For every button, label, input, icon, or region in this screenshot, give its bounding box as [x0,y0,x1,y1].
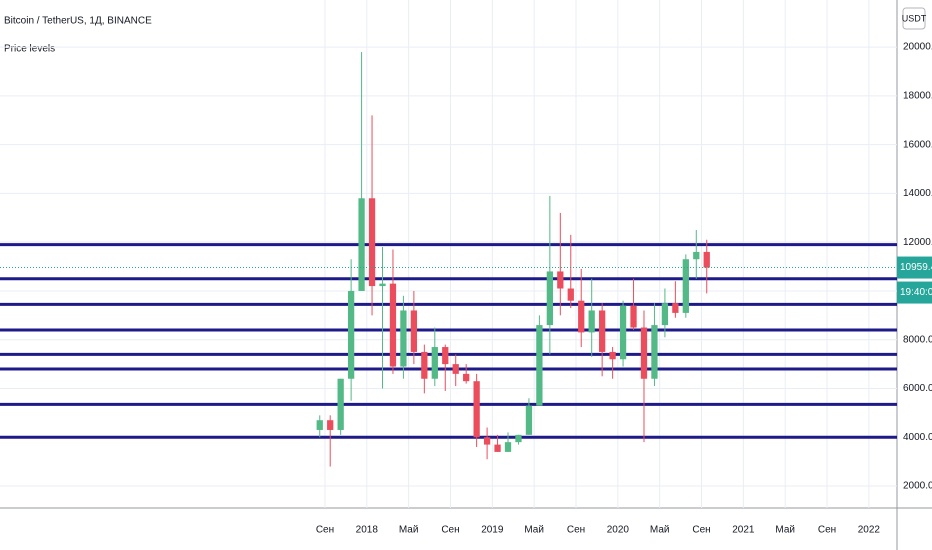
candle-body [651,325,658,379]
candle-body [578,300,585,333]
x-tick-label: Май [775,525,795,536]
x-tick-label: Май [650,525,670,536]
candle-body [525,405,533,435]
x-tick-label: 2019 [481,525,504,536]
candle-body [661,303,669,326]
candle-body [599,310,606,352]
candle-body [327,420,334,430]
candle-body [473,381,480,438]
x-tick-label: Сен [567,525,585,536]
candle-body [682,259,689,313]
currency-button[interactable] [902,7,926,30]
y-tick-label: 8000.00 [903,334,932,345]
candle-body [389,283,397,367]
x-tick-label: Сен [441,525,459,536]
x-tick-label: 2018 [356,525,379,536]
y-tick-label: 14000.00 [903,188,932,199]
candle-body [358,198,365,291]
x-tick-label: Май [399,525,419,536]
candle-body [619,305,627,360]
x-tick-label: 2021 [732,525,755,536]
candle-body [672,303,679,313]
candle-body [609,351,616,360]
candle-body [567,288,574,301]
candle-body [504,442,512,452]
x-tick-label: 2022 [858,525,881,536]
chart-title: Bitcoin / TetherUS, 1Д, BINANCE [4,16,152,27]
last-price-tag [897,256,932,279]
y-tick-label: 20000.00 [903,42,932,53]
candle-body [368,198,376,287]
last-price-label: 10959.44 [900,262,932,273]
candle-body [494,444,501,452]
candle-body [588,310,595,333]
candle-body [640,327,648,379]
candle-body [431,347,438,379]
x-tick-label: 2020 [607,525,630,536]
candle-body [316,420,323,430]
currency-label[interactable]: USDT [902,13,927,23]
candle-body [379,283,386,287]
y-tick-label: 12000.00 [903,237,932,248]
candle-body [410,310,418,352]
candle-body [483,437,491,445]
y-tick-label: 18000.00 [903,90,932,101]
candle-body [515,434,522,443]
countdown-label: 19:40:08 [900,287,932,298]
y-tick-label: 6000.00 [903,383,932,394]
candle-body [536,325,543,406]
candle-body [347,290,355,379]
candle-body [452,364,459,374]
x-tick-label: Сен [316,525,334,536]
x-tick-label: Май [524,525,544,536]
countdown-tag [897,281,932,304]
candle-body [400,310,407,367]
x-tick-label: Сен [818,525,836,536]
candle-body [630,305,637,328]
y-tick-label: 16000.00 [903,139,932,150]
candle-body [337,378,344,430]
candle-body [693,251,700,260]
candle-body [463,373,470,382]
candle-body [557,271,564,289]
y-tick-label: 2000.00 [903,481,932,492]
candle-body [442,347,449,365]
x-tick-label: Сен [692,525,710,536]
candle-body [546,271,553,326]
candle-body [421,351,428,379]
y-tick-label: 4000.00 [903,432,932,443]
candle-body [703,251,710,268]
indicator-name: Price levels [4,44,55,55]
